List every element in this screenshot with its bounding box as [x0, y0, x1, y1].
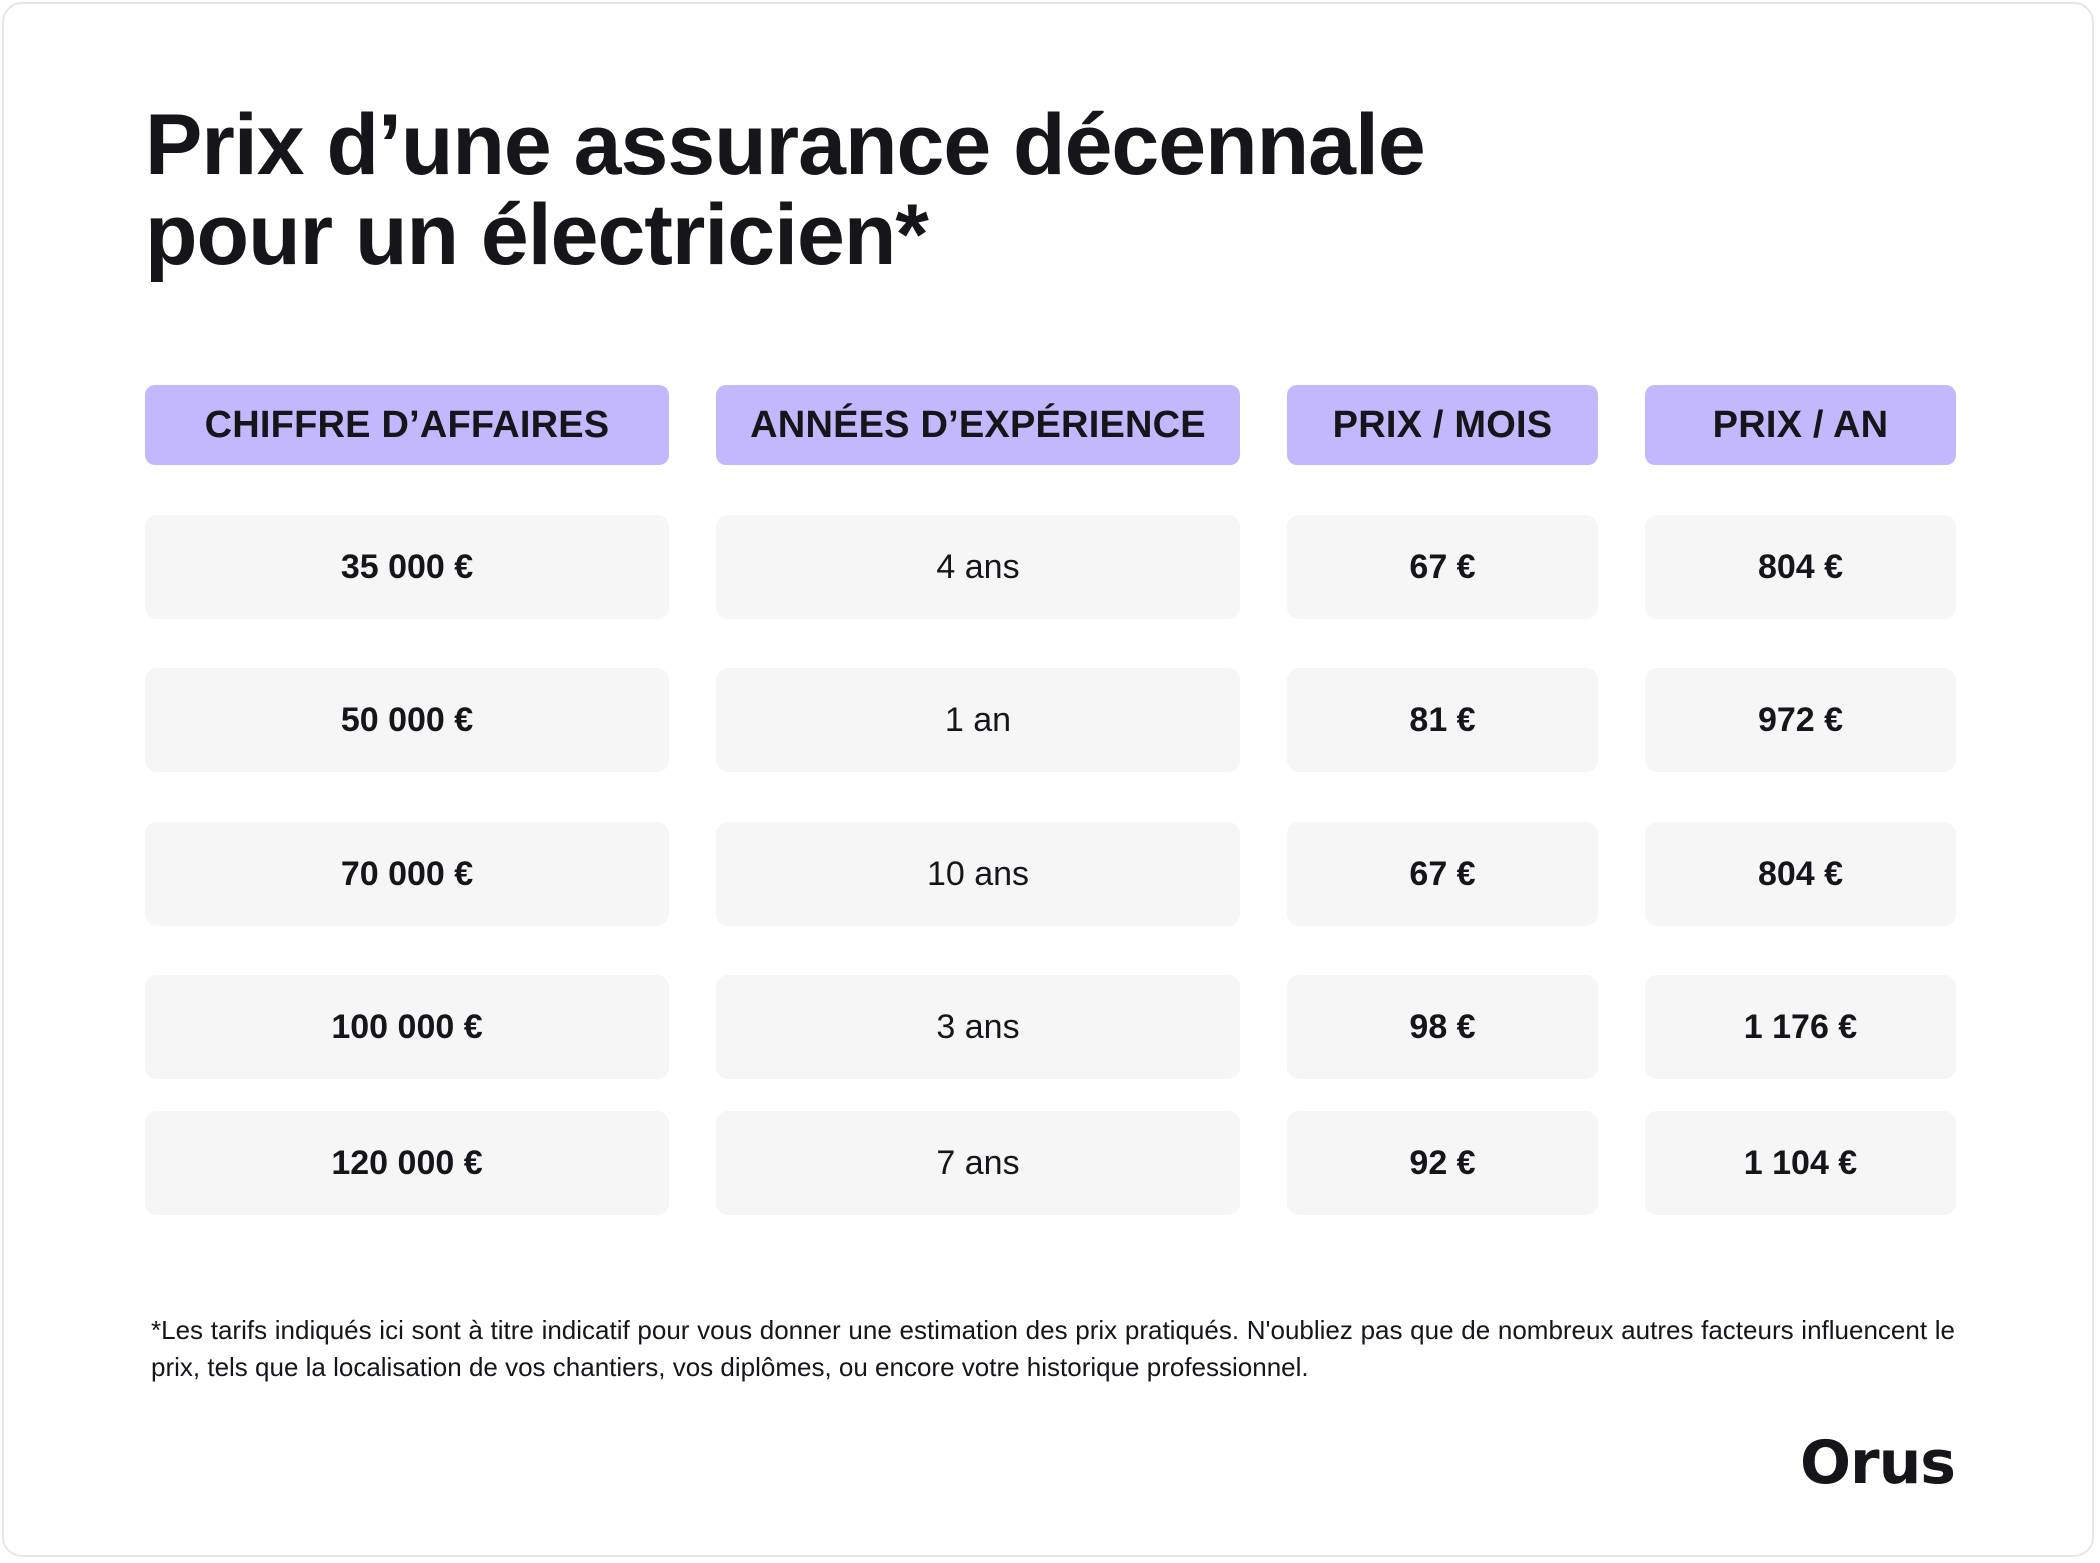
column-header-monthly-price: PRIX / MOIS: [1287, 385, 1598, 465]
table-cell-monthly-price: 92 €: [1287, 1111, 1598, 1215]
table-cell-monthly-price: 67 €: [1287, 515, 1598, 619]
table-cell-revenue: 100 000 €: [145, 975, 669, 1079]
table-cell-monthly-price: 67 €: [1287, 822, 1598, 926]
table-cell-yearly-price: 1 176 €: [1645, 975, 1956, 1079]
table-cell-experience: 7 ans: [716, 1111, 1240, 1215]
footnote-disclaimer: *Les tarifs indiqués ici sont à titre in…: [151, 1315, 1955, 1382]
title-line-1: Prix d’une assurance décennale: [145, 97, 1426, 193]
column-header-experience: ANNÉES D’EXPÉRIENCE: [716, 385, 1240, 465]
table-cell-revenue: 35 000 €: [145, 515, 669, 619]
table-cell-monthly-price: 98 €: [1287, 975, 1598, 1079]
table-cell-yearly-price: 804 €: [1645, 515, 1956, 619]
table-cell-experience: 4 ans: [716, 515, 1240, 619]
table-cell-revenue: 120 000 €: [145, 1111, 669, 1215]
table-cell-revenue: 70 000 €: [145, 822, 669, 926]
table-cell-experience: 3 ans: [716, 975, 1240, 1079]
table-cell-yearly-price: 804 €: [1645, 822, 1956, 926]
table-cell-yearly-price: 1 104 €: [1645, 1111, 1956, 1215]
table-cell-yearly-price: 972 €: [1645, 668, 1956, 772]
title-line-2: pour un électricien*: [145, 187, 929, 283]
orus-logo: Orus: [1799, 1428, 1956, 1498]
table-cell-experience: 1 an: [716, 668, 1240, 772]
table-cell-monthly-price: 81 €: [1287, 668, 1598, 772]
column-header-yearly-price: PRIX / AN: [1645, 385, 1956, 465]
column-header-revenue: CHIFFRE D’AFFAIRES: [145, 385, 669, 465]
table-cell-revenue: 50 000 €: [145, 668, 669, 772]
page-title: Prix d’une assurance décennale pour un é…: [145, 100, 1645, 280]
table-cell-experience: 10 ans: [716, 822, 1240, 926]
